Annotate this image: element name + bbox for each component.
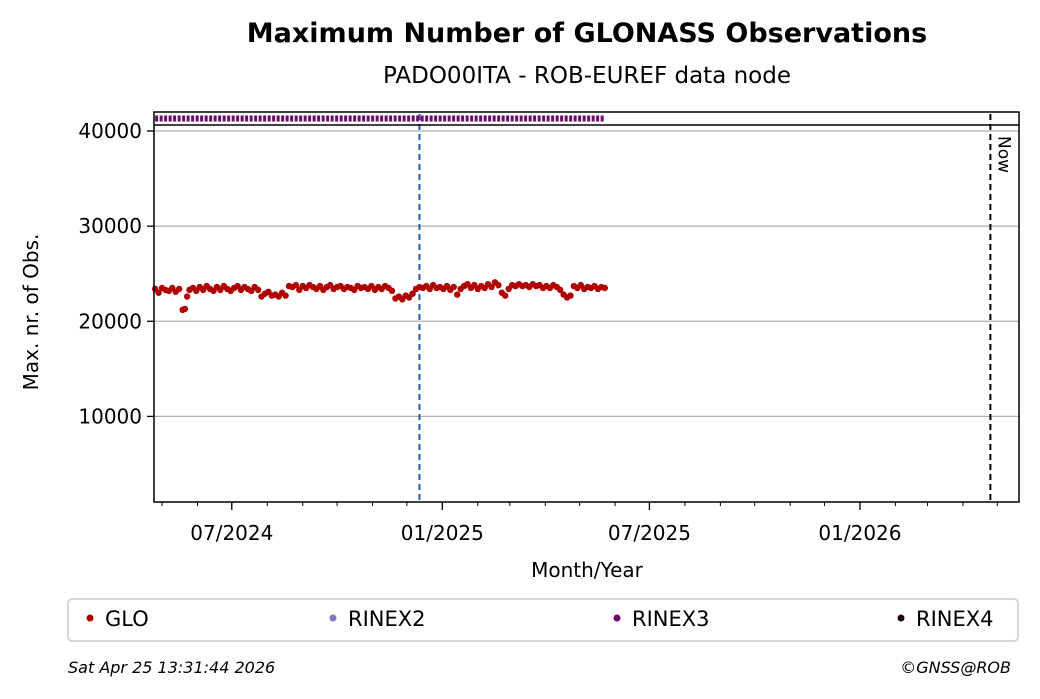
y-tick-label-0: 10000 <box>78 404 142 428</box>
glo-point-122 <box>567 292 574 299</box>
plot-frame <box>153 111 1020 503</box>
glo-point-76 <box>409 290 416 297</box>
x-tick-label-1: 01/2025 <box>401 521 484 545</box>
glo-point-1 <box>155 289 162 296</box>
glo-point-42 <box>292 281 300 289</box>
glo-point-132 <box>601 284 609 292</box>
footer-timestamp: Sat Apr 25 13:31:44 2026 <box>68 658 275 677</box>
glo-point-99 <box>488 283 495 291</box>
glo-point-10 <box>183 293 191 300</box>
axes <box>153 111 1020 503</box>
grid-lines <box>154 130 1019 418</box>
legend-label-rinex3: RINEX3 <box>632 607 710 631</box>
legend-marker-rinex3 <box>613 614 621 622</box>
y-tick-label-2: 30000 <box>78 214 142 238</box>
ticks: 10000 20000 30000 40000 07/2024 01/2025 07/202… <box>78 119 998 545</box>
chart-subtitle: PADO00ITA - ROB-EUREF data node <box>383 63 791 89</box>
legend-marker-rinex4 <box>897 614 905 622</box>
legend-label-glo: GLO <box>105 607 149 631</box>
glo-point-88 <box>450 283 457 291</box>
glo-point-119 <box>556 286 564 294</box>
x-tick-label-2: 07/2025 <box>608 521 691 545</box>
marker-label-1: Now <box>993 136 1013 173</box>
glo-point-31 <box>254 286 262 294</box>
y-tick-label-3: 40000 <box>78 119 142 143</box>
y-axis-label: Max. nr. of Obs. <box>19 234 43 391</box>
glo-point-89 <box>454 291 461 298</box>
glo-point-70 <box>388 287 396 295</box>
legend-marker-glo <box>86 614 94 622</box>
glo-point-9 <box>181 305 189 313</box>
vertical-markers: Now <box>418 114 1013 502</box>
chart-title: Maximum Number of GLONASS Observations <box>247 18 927 49</box>
legend-box <box>67 598 1019 642</box>
x-tick-label-0: 07/2024 <box>190 521 273 545</box>
x-tick-label-3: 01/2026 <box>818 521 901 545</box>
glo-points <box>151 279 609 314</box>
legend-label-rinex4: RINEX4 <box>916 607 994 631</box>
x-axis-label: Month/Year <box>531 558 644 582</box>
glo-point-101 <box>495 281 502 289</box>
glo-point-39 <box>282 292 289 299</box>
glo-point-7 <box>175 285 183 293</box>
y-tick-label-1: 20000 <box>78 309 142 333</box>
footer-credit: ©GNSS@ROB <box>900 658 1011 677</box>
glo-point-103 <box>502 292 509 299</box>
legend: GLO RINEX2 RINEX3 RINEX4 <box>86 607 994 631</box>
legend-label-rinex2: RINEX2 <box>348 607 426 631</box>
legend-marker-rinex2 <box>329 614 337 622</box>
